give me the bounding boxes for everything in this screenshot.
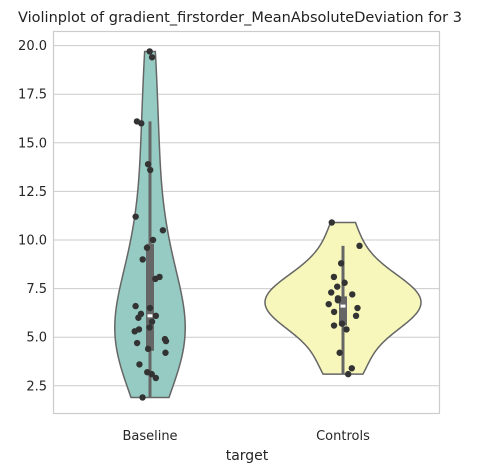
data-point (144, 345, 152, 353)
data-point (138, 120, 145, 127)
data-point (139, 394, 146, 401)
data-point (136, 361, 143, 368)
violins (114, 50, 422, 399)
y-tick-label: 17.5 (18, 88, 47, 103)
data-point (152, 275, 159, 283)
data-point (148, 318, 156, 325)
data-point (146, 48, 153, 55)
x-tick-label: Baseline (122, 429, 177, 444)
chart-title: Violinplot of gradient_firstorder_MeanAb… (18, 10, 462, 26)
data-point (133, 339, 141, 347)
data-point (146, 324, 153, 331)
box-median (340, 304, 346, 308)
data-point (148, 54, 156, 61)
x-tick-labels: Baseline Controls (122, 429, 370, 444)
data-point (337, 260, 345, 267)
data-point (341, 279, 348, 286)
y-tick-label: 7.5 (26, 282, 47, 297)
data-point (343, 326, 350, 333)
data-point (152, 374, 160, 382)
data-point (135, 314, 142, 321)
data-point (336, 349, 343, 356)
strip-points (131, 48, 363, 401)
data-point (330, 273, 338, 281)
data-point (147, 166, 154, 174)
data-point (146, 304, 154, 312)
data-point (338, 320, 346, 327)
data-point (328, 219, 335, 226)
x-axis-label: target (226, 448, 269, 464)
data-point (328, 289, 335, 296)
data-point (132, 213, 139, 220)
data-point (348, 365, 355, 372)
box-iqr (146, 243, 154, 351)
data-point (349, 291, 356, 298)
x-tick-label: Controls (316, 429, 370, 444)
data-point (132, 302, 139, 310)
y-tick-label: 2.5 (26, 379, 47, 394)
data-point (334, 283, 341, 290)
data-point (330, 322, 338, 329)
data-point (354, 304, 361, 312)
data-point (162, 349, 169, 356)
box-iqr (339, 296, 347, 326)
data-point (356, 242, 363, 250)
y-tick-label: 10.0 (18, 233, 47, 248)
y-tick-label: 15.0 (18, 136, 47, 151)
data-point (152, 312, 160, 320)
box-median (147, 314, 153, 318)
y-tick-label: 5.0 (26, 331, 47, 346)
y-tick-label: 20.0 (18, 39, 47, 54)
data-point (325, 300, 332, 308)
data-point (330, 308, 338, 316)
data-point (148, 370, 155, 378)
data-point (345, 370, 352, 378)
data-point (139, 256, 146, 263)
data-point (159, 227, 167, 234)
y-tick-label: 12.5 (18, 185, 47, 200)
data-point (334, 297, 342, 304)
data-point (149, 236, 157, 244)
data-point (144, 160, 152, 168)
data-point (131, 328, 138, 335)
data-point (352, 312, 360, 320)
y-tick-labels: 2.5 5.0 7.5 10.0 12.5 15.0 17.5 20.0 (18, 39, 47, 394)
plot-frame (52, 30, 441, 415)
data-point (143, 244, 151, 251)
data-point (162, 337, 170, 345)
